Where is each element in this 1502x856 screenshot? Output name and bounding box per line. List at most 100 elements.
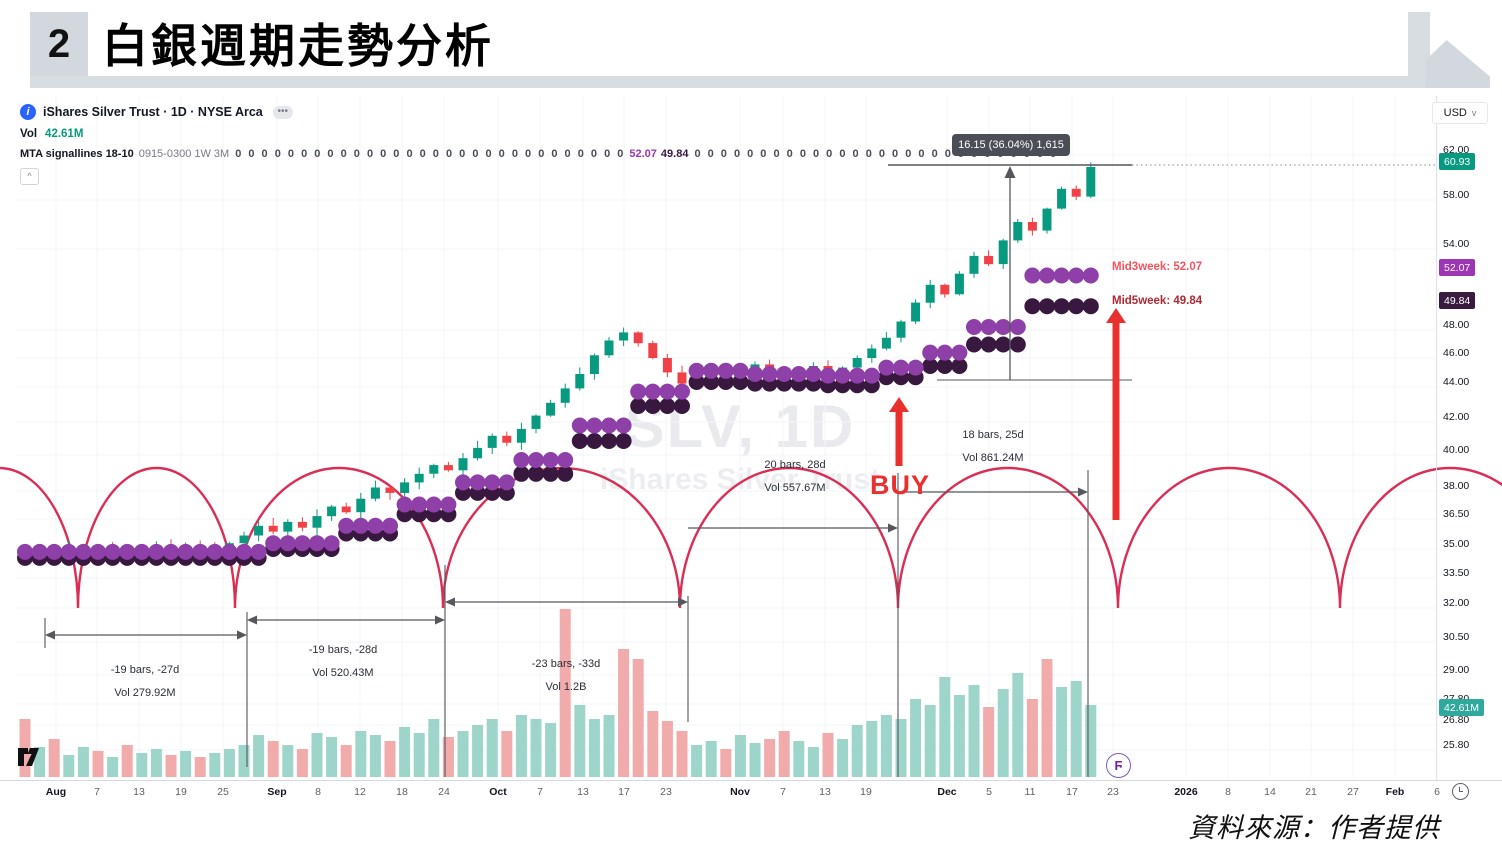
volume-bar bbox=[253, 735, 265, 777]
lightning-bolt-button[interactable]: Ϝ bbox=[1106, 753, 1131, 778]
symbol-logo-icon: i bbox=[20, 104, 36, 120]
more-options-icon[interactable]: ••• bbox=[272, 105, 293, 119]
time-tick-label: 11 bbox=[1024, 786, 1036, 798]
volume-bar bbox=[311, 733, 323, 777]
mid3week-series-dot bbox=[542, 452, 559, 468]
price-tick-label: 29.00 bbox=[1443, 664, 1470, 676]
measure-tooltip: 16.15 (36.04%) 1,615 bbox=[952, 134, 1070, 156]
volume-bar bbox=[267, 741, 279, 777]
symbol-title[interactable]: iShares Silver Trust · 1D · NYSE Arca bbox=[43, 105, 263, 119]
time-tick-label: 13 bbox=[577, 786, 589, 798]
price-badge: 49.84 bbox=[1439, 292, 1476, 309]
candle-body bbox=[954, 273, 964, 295]
mid3week-series-dot bbox=[907, 359, 924, 376]
indicator-row[interactable]: MTA signallines 18-10 0915-0300 1W 3M 0 0 … bbox=[20, 148, 1058, 160]
mid5week-series-dot bbox=[542, 465, 559, 482]
title-box: 白銀週期走勢分析 bbox=[88, 10, 1408, 76]
time-tick-label: 13 bbox=[133, 786, 145, 798]
mid3week-series-dot bbox=[513, 452, 530, 468]
mid3week-series-dot bbox=[644, 383, 661, 400]
mid3week-series-dot bbox=[966, 319, 982, 335]
volume-bar bbox=[209, 753, 221, 777]
candle-body bbox=[1013, 222, 1023, 241]
price-tick-label: 48.00 bbox=[1443, 319, 1470, 331]
mid5week-series-dot bbox=[1082, 298, 1099, 315]
volume-bar bbox=[618, 649, 630, 777]
price-tick-label: 35.00 bbox=[1443, 538, 1470, 550]
volume-bar bbox=[296, 749, 308, 777]
mid3week-series-dot bbox=[849, 367, 866, 384]
time-tick-label: 7 bbox=[780, 786, 786, 798]
grid bbox=[15, 96, 1438, 778]
candle-body bbox=[429, 465, 439, 474]
candle-body bbox=[867, 348, 877, 358]
mid3week-series-dot bbox=[747, 366, 763, 382]
arrowhead-right bbox=[435, 615, 445, 625]
measurement-lines bbox=[44, 164, 1436, 777]
price-axis[interactable]: 62.00 58.00 54.00 48.00 46.00 44.00 42.00 40.00… bbox=[1436, 96, 1502, 780]
volume-bar bbox=[413, 733, 425, 777]
mid3week-series-dot bbox=[323, 535, 340, 552]
volume-bar bbox=[355, 731, 367, 777]
mid5week-series-dot bbox=[1009, 336, 1026, 353]
price-tick-label: 25.80 bbox=[1443, 739, 1470, 751]
candle-body bbox=[268, 525, 278, 532]
volume-bar bbox=[691, 745, 703, 777]
price-tick-label: 44.00 bbox=[1443, 376, 1470, 388]
volume-bar bbox=[1012, 673, 1024, 777]
mid3week-series-dot bbox=[1009, 319, 1026, 335]
volume-bar bbox=[1070, 681, 1082, 777]
mid3week-series-dot bbox=[46, 543, 63, 560]
candle-body bbox=[1042, 208, 1052, 231]
time-tick-label: 13 bbox=[819, 786, 831, 798]
mid5week-series-dot bbox=[601, 433, 617, 449]
mid3week-series-dot bbox=[732, 362, 749, 379]
candle-body bbox=[969, 255, 979, 274]
volume-bar bbox=[428, 719, 440, 777]
volume-bar bbox=[983, 707, 995, 777]
mid3week-series-dot bbox=[630, 383, 647, 400]
candle-body bbox=[1071, 188, 1081, 197]
mid3week-series-dot bbox=[834, 367, 851, 384]
volume-bar bbox=[880, 715, 892, 777]
mid3week-series-dot bbox=[60, 543, 77, 560]
red-arrow-shaft bbox=[895, 411, 903, 466]
time-axis[interactable]: Aug 7 13 19 25 Sep 8 12 18 24 Oct 7 13 17 23 Nov 7 13 19 De… bbox=[0, 780, 1502, 805]
mid3week-series-dot bbox=[163, 543, 179, 560]
tradingview-logo[interactable] bbox=[17, 745, 49, 769]
candle-body bbox=[341, 506, 351, 513]
volume-bar bbox=[384, 741, 396, 777]
currency-selector[interactable]: USD v bbox=[1432, 102, 1488, 124]
clock-icon[interactable] bbox=[1452, 783, 1469, 800]
mid3week-series-dot bbox=[615, 417, 632, 434]
mid5week-series-dot bbox=[674, 398, 690, 414]
mid5week-series-dot bbox=[557, 465, 574, 482]
measurement-label: Vol 1.2B bbox=[545, 681, 587, 693]
volume-bar bbox=[837, 739, 849, 777]
volume-bar bbox=[530, 719, 542, 777]
volume-bar bbox=[588, 719, 600, 777]
time-tick-label: 7 bbox=[94, 786, 100, 798]
price-tick-label: 38.00 bbox=[1443, 480, 1470, 492]
arrowhead-right bbox=[888, 523, 898, 533]
mid3week-series-dot bbox=[601, 417, 617, 434]
red-arrow-head bbox=[1106, 308, 1126, 323]
collapse-pane-button[interactable]: ^ bbox=[20, 168, 39, 185]
time-tick-label: 8 bbox=[1225, 786, 1231, 798]
mid3week-series-dot bbox=[688, 362, 705, 379]
source-note: 資料來源：作者提供 bbox=[1188, 813, 1440, 843]
volume-bar bbox=[720, 749, 732, 777]
price-tick-label: 32.00 bbox=[1443, 597, 1470, 609]
volume-bar bbox=[939, 677, 951, 777]
mid3week-series-dot bbox=[221, 543, 238, 560]
volume-bar bbox=[63, 755, 75, 777]
mid5week-series-dot bbox=[980, 336, 997, 353]
mid3week-series-dot bbox=[1039, 267, 1055, 284]
mid3week-series-dot bbox=[338, 517, 355, 534]
candle-body bbox=[327, 506, 337, 517]
candle-body bbox=[619, 332, 629, 341]
mid5week-series-dot bbox=[966, 336, 982, 353]
volume-bar bbox=[194, 757, 206, 777]
volume-bar bbox=[121, 745, 133, 777]
